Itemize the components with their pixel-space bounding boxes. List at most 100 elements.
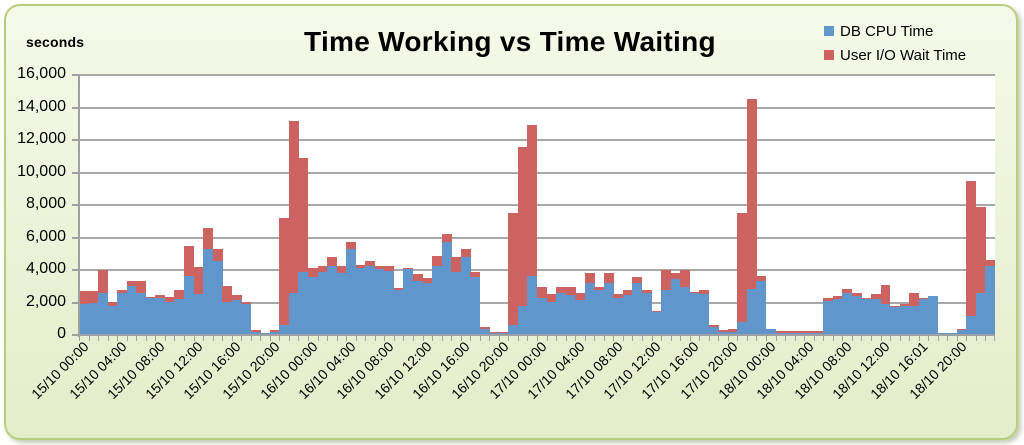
x-tick [947,335,949,341]
bar-segment-cpu [975,292,986,335]
bar-segment-cpu [212,260,223,335]
bar [680,270,691,335]
bar-segment-cpu [336,273,347,335]
x-tick [508,335,510,341]
bar [813,330,824,335]
bar-segment-wait [212,249,223,261]
bar-segment-wait [766,328,776,330]
bar [126,281,137,335]
legend: DB CPU Time User I/O Wait Time [824,19,966,67]
bar [851,292,862,335]
x-tick [937,335,939,341]
bar [346,241,357,335]
x-tick [193,335,195,341]
bar-segment-wait [861,297,872,300]
x-tick [880,335,882,341]
bar [422,278,433,335]
bar-segment-cpu [890,307,900,335]
bar-segment-wait [336,265,347,274]
x-tick [117,335,119,341]
x-tick [346,335,348,341]
bar-segment-wait [250,330,261,332]
y-tick-label: 16,000 [17,65,66,82]
bar-segment-wait [956,328,967,331]
bar-segment-wait [432,256,442,266]
x-tick [384,335,386,341]
x-tick [890,335,892,341]
legend-swatch-db-cpu-icon [824,26,834,36]
bar [594,287,605,335]
bar-segment-wait [393,287,404,291]
bar [785,330,796,335]
bar-segment-wait [746,99,757,289]
bar [708,325,719,335]
y-tick-label: 10,000 [17,162,66,180]
x-tick [546,335,548,341]
x-tick [451,335,453,341]
bar-segment-wait [241,301,252,305]
bar [890,305,900,335]
bar-segment-wait [680,270,691,288]
legend-item-db-cpu: DB CPU Time [824,19,966,43]
x-tick [584,335,586,341]
x-tick [489,335,491,341]
y-tick [72,236,79,239]
bar-segment-cpu [689,292,700,335]
bar-segment-cpu [346,248,357,335]
x-tick [823,335,825,341]
bar-segment-wait [517,146,528,306]
bar [250,330,261,335]
bar [403,267,414,335]
bar [546,294,557,335]
bar-segment-cpu [956,330,967,335]
y-tick [72,334,79,336]
bar-segment-wait [727,329,738,332]
bar [651,311,662,335]
x-tick [746,335,748,341]
y-tick-label: 4,000 [25,260,66,277]
bar [441,234,452,335]
bar-segment-cpu [317,271,328,335]
bar-segment-wait [346,241,357,249]
bar-segment-wait [613,294,624,298]
bar-segment-cpu [451,271,462,335]
bar [393,287,404,335]
bar [909,292,920,335]
bar-segment-wait [317,265,328,272]
bar-segment-wait [498,331,509,334]
bar-segment-wait [203,228,213,250]
bar [355,265,366,335]
legend-label: DB CPU Time [840,22,934,40]
y-tick-label: 2,000 [25,292,66,310]
bar [842,288,853,335]
x-tick [966,335,968,341]
bar [145,296,156,335]
bar [641,289,652,335]
legend-label: User I/O Wait Time [840,46,967,64]
bar [565,287,576,335]
x-tick [794,335,796,341]
bar-segment-wait [355,265,366,268]
bar-segment-cpu [412,281,423,335]
bar-segment-cpu [766,329,776,335]
bar-segment-cpu [432,265,442,335]
bar [689,291,700,335]
bar-segment-cpu [403,269,414,335]
x-tick [737,335,739,341]
bar-segment-wait [508,213,519,326]
bar [193,266,204,335]
bar-segment-wait [527,125,538,276]
bar [174,289,185,335]
bar-segment-wait [556,287,567,293]
x-tick [651,335,653,341]
y-tick-label: 6,000 [25,227,66,245]
bar-segment-cpu [651,312,662,335]
bar [556,287,567,335]
bar-segment-cpu [622,295,633,335]
bar-segment-cpu [508,325,519,335]
x-tick [861,335,863,341]
x-tick [288,335,290,341]
bar [269,330,280,335]
x-tick [174,335,176,341]
bar [79,291,89,335]
